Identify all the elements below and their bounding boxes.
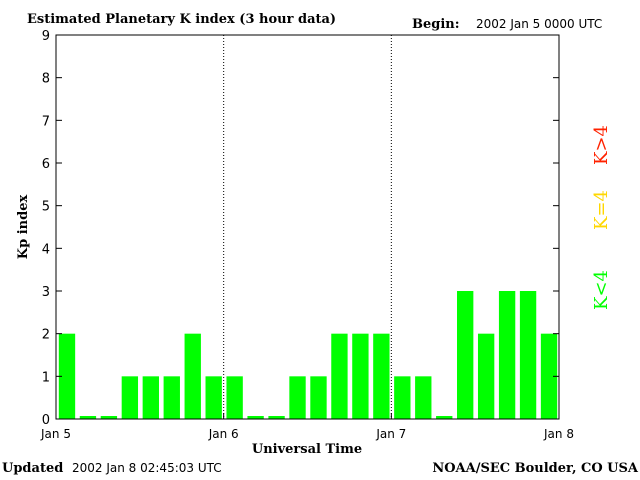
bar-16 — [394, 376, 411, 419]
y-tick-label-2: 2 — [42, 328, 50, 343]
bar-8 — [226, 376, 243, 419]
y-axis: 0 1 2 3 4 5 6 7 8 9 — [42, 29, 559, 428]
y-tick-label-5: 5 — [42, 200, 50, 215]
bars-group — [58, 291, 558, 419]
y-tick-label-9: 9 — [42, 29, 50, 44]
bar-12 — [310, 376, 327, 419]
y-tick-label-3: 3 — [42, 285, 50, 300]
legend-item-0: K<4 — [591, 270, 612, 310]
bar-13 — [331, 333, 348, 419]
y-tick-label-7: 7 — [42, 114, 50, 129]
x-tick-label-2: Jan 7 — [375, 427, 406, 441]
legend: K<4 K=4 K>4 — [591, 125, 612, 310]
bar-14 — [352, 333, 369, 419]
y-tick-label-1: 1 — [42, 370, 50, 385]
bar-17 — [415, 376, 432, 419]
y-tick-label-4: 4 — [42, 242, 50, 257]
bar-23 — [540, 333, 558, 419]
legend-item-2: K>4 — [591, 125, 612, 165]
bar-3 — [121, 376, 139, 419]
chart-title: Estimated Planetary K index (3 hour data… — [27, 12, 336, 27]
x-tick-label-1: Jan 6 — [208, 427, 239, 441]
bar-15 — [373, 333, 390, 419]
bar-2 — [100, 416, 118, 419]
begin-label: Begin: — [412, 17, 460, 32]
bar-19 — [457, 291, 474, 419]
bar-1 — [79, 416, 97, 419]
bar-4 — [142, 376, 159, 419]
day-separators — [223, 35, 392, 419]
begin-value: 2002 Jan 5 0000 UTC — [476, 17, 602, 31]
x-tick-label-0: Jan 5 — [40, 427, 71, 441]
x-axis: Jan 5 Jan 6 Jan 7 Jan 8 — [40, 413, 574, 441]
bar-6 — [184, 333, 201, 419]
bar-5 — [163, 376, 180, 419]
bar-11 — [289, 376, 306, 419]
bar-22 — [519, 291, 537, 419]
bar-9 — [247, 416, 264, 419]
y-tick-label-6: 6 — [42, 157, 50, 172]
y-tick-label-0: 0 — [42, 413, 50, 428]
bar-20 — [477, 333, 495, 419]
legend-item-1: K=4 — [591, 190, 612, 230]
y-axis-label: Kp index — [16, 195, 31, 260]
bar-21 — [498, 291, 516, 419]
bar-18 — [436, 416, 453, 419]
footer-updated-label: Updated — [2, 461, 63, 476]
x-axis-label: Universal Time — [252, 442, 362, 457]
bar-7 — [205, 376, 222, 419]
footer-credit: NOAA/SEC Boulder, CO USA — [432, 461, 639, 476]
y-tick-label-8: 8 — [42, 72, 50, 87]
bar-0 — [58, 333, 76, 419]
plot-frame — [55, 34, 560, 420]
x-tick-label-3: Jan 8 — [543, 427, 574, 441]
bar-10 — [268, 416, 285, 419]
footer-updated-value: 2002 Jan 8 02:45:03 UTC — [72, 461, 222, 475]
